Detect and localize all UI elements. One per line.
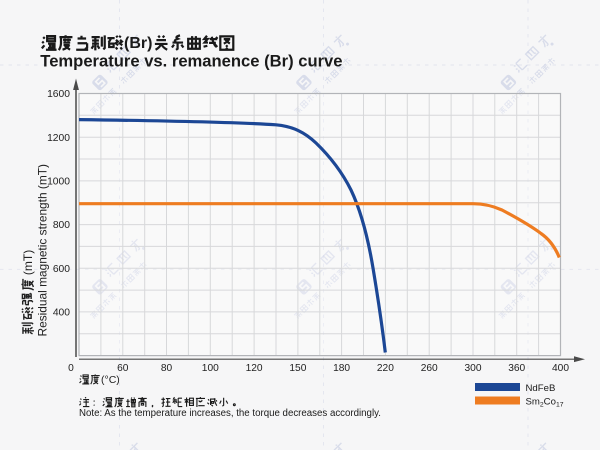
svg-text:60: 60	[117, 363, 129, 374]
svg-text:220: 220	[377, 363, 394, 374]
svg-text:150: 150	[289, 363, 306, 374]
svg-text:180: 180	[333, 363, 350, 374]
svg-text:120: 120	[246, 363, 263, 374]
svg-text:300: 300	[465, 363, 482, 374]
svg-text:NdFeB: NdFeB	[526, 383, 556, 394]
svg-text:(°C): (°C)	[101, 374, 120, 386]
svg-text:0: 0	[68, 363, 74, 374]
svg-text:360: 360	[508, 363, 525, 374]
svg-text:80: 80	[161, 363, 173, 374]
svg-text:1600: 1600	[47, 89, 70, 100]
svg-text:Temperature vs. remanence (Br): Temperature vs. remanence (Br) curve	[40, 51, 342, 70]
svg-text:Note: As the temperature incre: Note: As the temperature increases, the …	[79, 408, 381, 419]
svg-text:400: 400	[53, 308, 70, 319]
svg-text:Residual magnetic strength (mT: Residual magnetic strength (mT)	[36, 164, 50, 337]
svg-text:100: 100	[202, 363, 219, 374]
svg-text:(mT): (mT)	[21, 250, 35, 275]
svg-text:600: 600	[53, 264, 70, 275]
svg-text:1200: 1200	[47, 133, 70, 144]
svg-text:260: 260	[421, 363, 438, 374]
svg-text:800: 800	[53, 220, 70, 231]
svg-text:Sm2Co17: Sm2Co17	[526, 396, 564, 408]
svg-text:400: 400	[552, 363, 569, 374]
svg-text:(Br): (Br)	[124, 35, 152, 52]
svg-text:1000: 1000	[47, 177, 70, 188]
